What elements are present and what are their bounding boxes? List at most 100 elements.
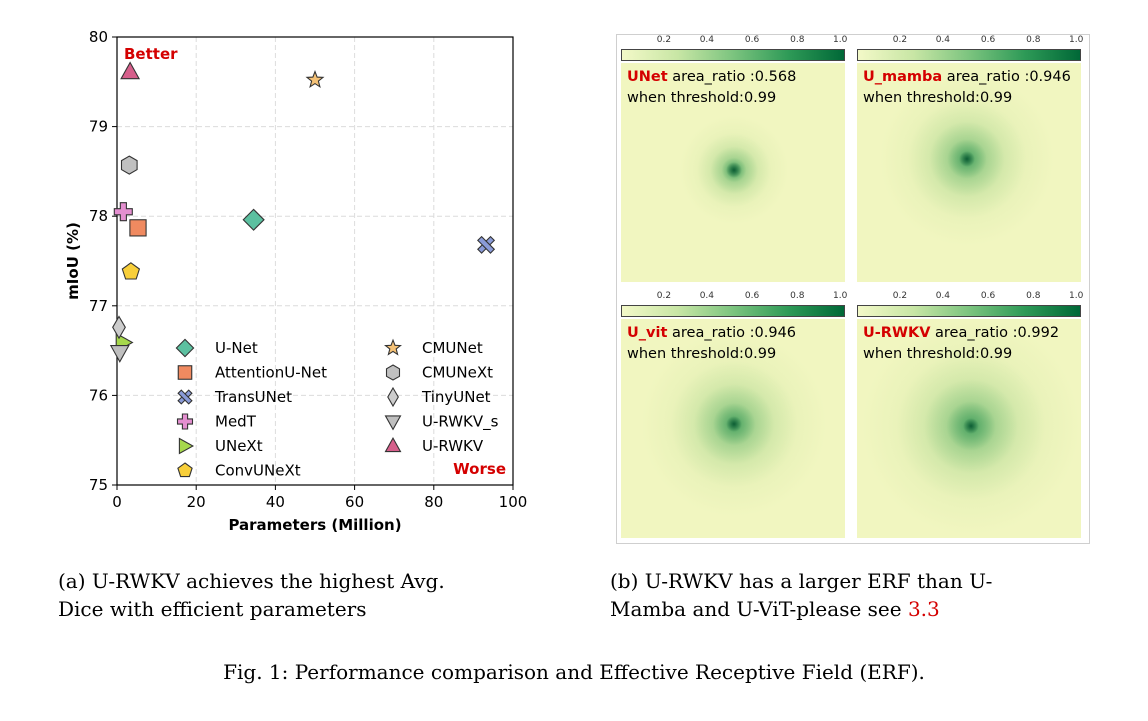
legend-label: U-RWKV_s (422, 413, 499, 432)
colorbar-tick-label: 0.4 (935, 35, 951, 45)
erf-heatmap: UNet area_ratio :0.568 when threshold:0.9… (621, 63, 845, 282)
data-point-transunet (477, 235, 496, 254)
colorbar-tick-label: 0.4 (935, 291, 951, 301)
y-tick-label: 77 (89, 297, 108, 315)
erf-heatmap: U_vit area_ratio :0.946 when threshold:0.… (621, 319, 845, 538)
legend-marker-cmunet (384, 338, 402, 356)
colorbar-tick-label: 0.6 (980, 291, 996, 301)
legend-marker-transunet-arm (177, 389, 193, 405)
data-point-u-net (242, 208, 265, 231)
x-tick-label: 20 (187, 493, 206, 511)
caption-b-line2-text: Mamba and U-ViT-please see (610, 597, 908, 621)
legend-label: U-Net (215, 339, 258, 357)
colorbar-tick-label: 0.8 (790, 35, 805, 45)
area-ratio-text: area_ratio :0.568 (667, 69, 797, 85)
model-name: U-RWKV (863, 325, 931, 341)
colorbar-tick-label: 0.6 (744, 291, 760, 301)
erf-figure: 0.2 0.4 0.6 0.8 1.0 UNet area_ratio :0.568 whe… (616, 34, 1090, 544)
colorbar-ticks: 0.2 0.4 0.6 0.8 1.0 (857, 35, 1084, 48)
colorbar-ticks: 0.2 0.4 0.6 0.8 1.0 (621, 291, 848, 304)
y-tick-label: 79 (89, 118, 108, 136)
data-point-tinyunet (112, 315, 126, 340)
legend-label: MedT (215, 413, 257, 431)
erf-intensity-ring (963, 418, 980, 435)
colorbar-tick-label: 0.6 (980, 35, 996, 45)
legend-label: ConvUNeXt (215, 462, 301, 480)
colorbar-tick-label: 1.0 (1069, 35, 1084, 45)
colorbar-tick-label: 0.2 (892, 291, 908, 301)
section-reference-link[interactable]: 3.3 (907, 597, 940, 621)
caption-a-line1: (a) U-RWKV achieves the highest Avg. (58, 569, 445, 593)
legend-label: CMUNet (422, 339, 483, 357)
figure-caption: Fig. 1: Performance comparison and Effec… (223, 660, 925, 684)
erf-panel-label: U_mamba area_ratio :0.946 when threshold:… (863, 67, 1071, 109)
colorbar-ticks: 0.2 0.4 0.6 0.8 1.0 (621, 35, 848, 48)
x-tick-label: 40 (266, 493, 285, 511)
x-axis-label: Parameters (Million) (228, 516, 401, 534)
erf-heatmap: U-RWKV area_ratio :0.992 when threshold:0… (857, 319, 1081, 538)
threshold-text: when threshold:0.99 (627, 346, 777, 362)
erf-panel-label: UNet area_ratio :0.568 when threshold:0.9… (627, 67, 796, 109)
colorbar-tick-label: 0.4 (699, 35, 715, 45)
data-point-u-rwkv (120, 61, 141, 80)
corner-label-worse: Worse (453, 460, 506, 478)
x-ticks: 0 20 40 60 80 100 (112, 485, 527, 511)
caption-a-line2: Dice with efficient parameters (58, 597, 367, 621)
colorbar-tick-label: 1.0 (1069, 291, 1084, 301)
colorbar-tick-label: 0.8 (1026, 35, 1041, 45)
y-tick-label: 80 (89, 28, 108, 46)
legend-marker-convunext (177, 462, 193, 478)
legend-marker-u-rwkv (384, 436, 402, 453)
scatter-chart: 0 20 40 60 80 100 75 76 77 78 79 80 Better Worse U… (64, 28, 527, 534)
legend-label: TransUNet (214, 388, 292, 406)
data-point-cmunext (120, 155, 138, 175)
caption-b: (b) U-RWKV has a larger ERF than U- Mamb… (610, 567, 992, 623)
legend-marker-cmunext (385, 364, 401, 381)
caption-b-line2: Mamba and U-ViT-please see 3.3 (610, 595, 992, 623)
colorbar (857, 305, 1081, 317)
x-tick-label: 80 (424, 493, 443, 511)
caption-b-line1: (b) U-RWKV has a larger ERF than U- (610, 569, 993, 593)
colorbar-tick-label: 0.6 (744, 35, 760, 45)
erf-panel-u-rwkv: 0.2 0.4 0.6 0.8 1.0 U-RWKV area_ratio :0.992 w… (853, 291, 1084, 538)
y-tick-label: 76 (89, 386, 108, 404)
erf-panel-label: U-RWKV area_ratio :0.992 when threshold:0… (863, 323, 1059, 365)
legend-marker-transunet (177, 389, 193, 405)
erf-panel-u-vit: 0.2 0.4 0.6 0.8 1.0 U_vit area_ratio :0.946 wh… (617, 291, 848, 538)
legend-marker-medt (176, 413, 194, 430)
colorbar-ticks: 0.2 0.4 0.6 0.8 1.0 (857, 291, 1084, 304)
erf-heatmap: U_mamba area_ratio :0.946 when threshold:… (857, 63, 1081, 282)
legend-label: AttentionU-Net (215, 364, 327, 382)
area-ratio-text: area_ratio :0.946 (667, 325, 797, 341)
threshold-text: when threshold:0.99 (627, 90, 777, 106)
data-point-transunet-arm (477, 235, 496, 254)
y-tick-label: 78 (89, 207, 108, 225)
x-tick-label: 60 (345, 493, 364, 511)
colorbar (621, 49, 845, 61)
model-name: U_vit (627, 325, 668, 341)
caption-a: (a) U-RWKV achieves the highest Avg. Dic… (58, 567, 445, 623)
colorbar (857, 49, 1081, 61)
threshold-text: when threshold:0.99 (863, 90, 1013, 106)
legend-label: CMUNeXt (422, 364, 493, 382)
colorbar-tick-label: 0.2 (656, 35, 672, 45)
threshold-text: when threshold:0.99 (863, 346, 1013, 362)
plot-frame (116, 36, 514, 486)
model-name: UNet (627, 69, 668, 85)
y-ticks: 75 76 77 78 79 80 (89, 28, 117, 494)
legend-marker-attentionu-net (177, 365, 193, 380)
colorbar-tick-label: 0.8 (1026, 291, 1041, 301)
data-point-convunext (121, 262, 141, 280)
colorbar-tick-label: 0.4 (699, 291, 715, 301)
legend-marker-u-rwkv-s (384, 415, 402, 431)
colorbar (621, 305, 845, 317)
x-tick-label: 0 (112, 493, 122, 511)
data-point-u-rwkv-s (109, 345, 130, 363)
erf-panel-label: U_vit area_ratio :0.946 when threshold:0.… (627, 323, 796, 365)
colorbar-tick-label: 0.2 (892, 35, 908, 45)
colorbar-tick-label: 0.2 (656, 291, 672, 301)
colorbar-tick-label: 1.0 (833, 291, 848, 301)
colorbar-tick-label: 0.8 (790, 291, 805, 301)
x-tick-label: 100 (499, 493, 528, 511)
model-name: U_mamba (863, 69, 943, 85)
